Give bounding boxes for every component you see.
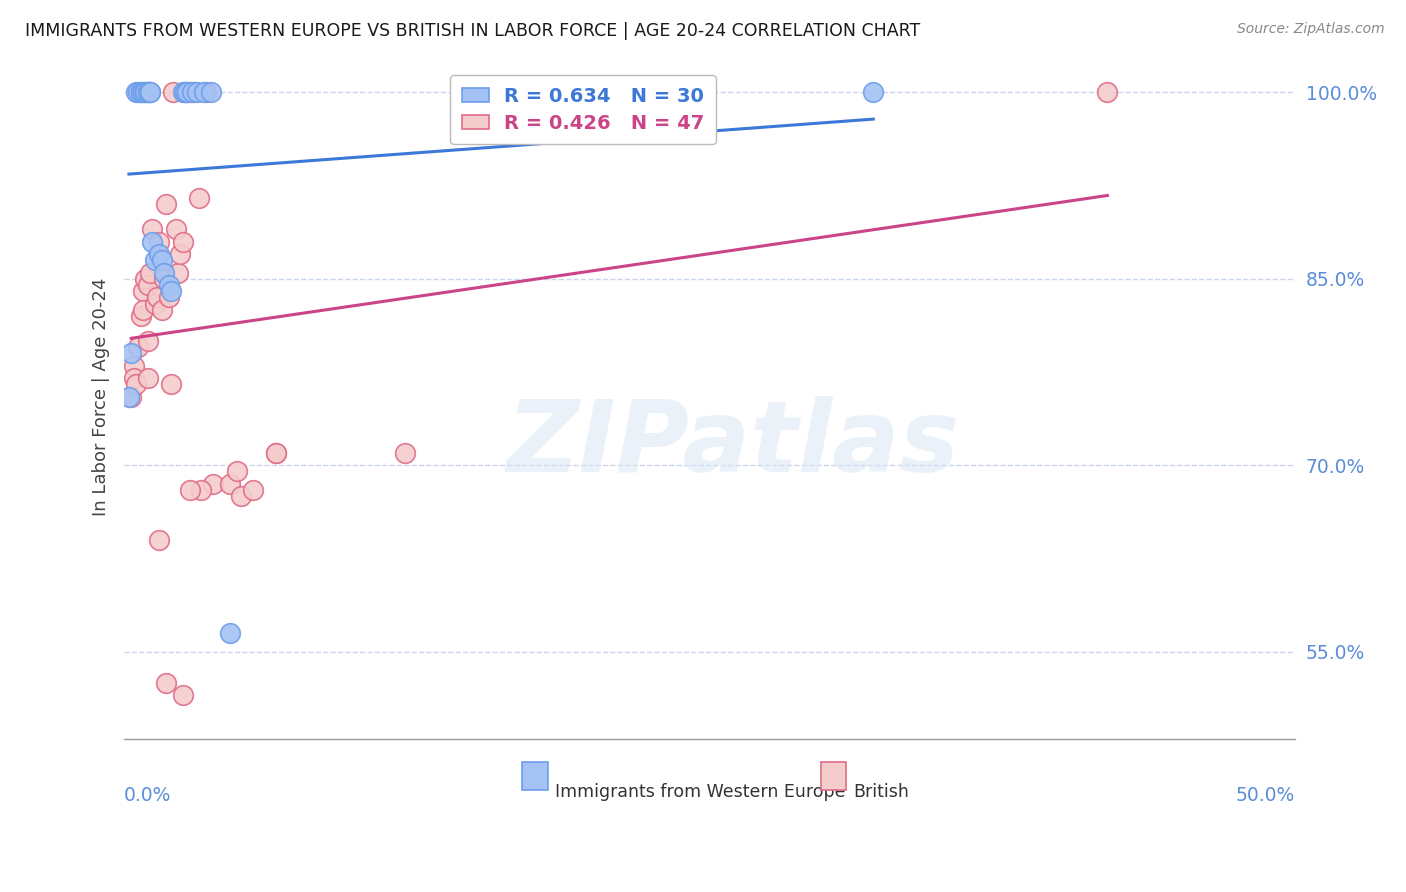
Text: 50.0%: 50.0% <box>1236 787 1295 805</box>
Point <box>160 284 183 298</box>
Point <box>141 222 163 236</box>
Point <box>118 390 141 404</box>
Point <box>165 222 187 236</box>
Text: 0.0%: 0.0% <box>124 787 172 805</box>
Point <box>139 86 162 100</box>
Point <box>150 253 173 268</box>
Point <box>172 235 194 249</box>
Point <box>862 86 884 100</box>
Point <box>136 86 159 100</box>
Point <box>120 390 142 404</box>
Point <box>188 191 211 205</box>
Point <box>167 266 190 280</box>
Point <box>176 86 198 100</box>
Text: Source: ZipAtlas.com: Source: ZipAtlas.com <box>1237 22 1385 37</box>
Point <box>146 290 169 304</box>
Point <box>141 235 163 249</box>
Point <box>266 446 288 460</box>
Point <box>136 86 159 100</box>
Point <box>125 377 148 392</box>
Point <box>132 284 155 298</box>
Text: British: British <box>853 783 910 801</box>
Point <box>143 253 166 268</box>
Point <box>190 483 212 497</box>
Point <box>157 290 180 304</box>
Point <box>157 278 180 293</box>
Text: Immigrants from Western Europe: Immigrants from Western Europe <box>555 783 845 801</box>
Point <box>129 309 152 323</box>
Point <box>136 86 159 100</box>
Point <box>150 302 173 317</box>
Point <box>225 464 247 478</box>
Point <box>155 197 177 211</box>
Point <box>134 86 156 100</box>
Point <box>172 86 194 100</box>
Point <box>218 476 240 491</box>
FancyBboxPatch shape <box>522 763 548 789</box>
Point <box>231 489 253 503</box>
Point <box>122 371 145 385</box>
Point <box>179 86 201 100</box>
Point <box>172 688 194 702</box>
Point <box>139 266 162 280</box>
FancyBboxPatch shape <box>821 763 846 789</box>
Text: IMMIGRANTS FROM WESTERN EUROPE VS BRITISH IN LABOR FORCE | AGE 20-24 CORRELATION: IMMIGRANTS FROM WESTERN EUROPE VS BRITIS… <box>25 22 921 40</box>
Point <box>193 86 215 100</box>
Point <box>148 247 170 261</box>
Point <box>122 359 145 373</box>
Legend: R = 0.634   N = 30, R = 0.426   N = 47: R = 0.634 N = 30, R = 0.426 N = 47 <box>450 75 716 145</box>
Point <box>169 247 191 261</box>
Point <box>160 377 183 392</box>
Point <box>195 86 218 100</box>
Point <box>134 272 156 286</box>
Point <box>218 626 240 640</box>
Point <box>127 340 149 354</box>
Point <box>174 86 197 100</box>
Point <box>176 86 198 100</box>
Point <box>162 86 184 100</box>
Point <box>120 346 142 360</box>
Point <box>200 86 222 100</box>
Point <box>127 86 149 100</box>
Point <box>129 86 152 100</box>
Y-axis label: In Labor Force | Age 20-24: In Labor Force | Age 20-24 <box>93 277 110 516</box>
Point <box>136 371 159 385</box>
Point <box>153 272 176 286</box>
Text: ZIPatlas: ZIPatlas <box>506 396 959 493</box>
Point <box>125 86 148 100</box>
Point <box>132 86 155 100</box>
Point <box>153 266 176 280</box>
Point <box>148 533 170 547</box>
Point <box>136 334 159 348</box>
Point <box>181 86 204 100</box>
Point <box>132 302 155 317</box>
Point <box>183 86 205 100</box>
Point <box>143 296 166 310</box>
Point <box>155 675 177 690</box>
Point <box>174 86 197 100</box>
Point <box>266 446 288 460</box>
Point <box>1097 86 1119 100</box>
Point <box>242 483 264 497</box>
Point <box>179 483 201 497</box>
Point <box>129 86 152 100</box>
Point <box>186 86 208 100</box>
Point <box>148 235 170 249</box>
Point <box>134 86 156 100</box>
Point <box>394 446 416 460</box>
Point <box>139 86 162 100</box>
Point <box>136 278 159 293</box>
Point <box>202 476 225 491</box>
